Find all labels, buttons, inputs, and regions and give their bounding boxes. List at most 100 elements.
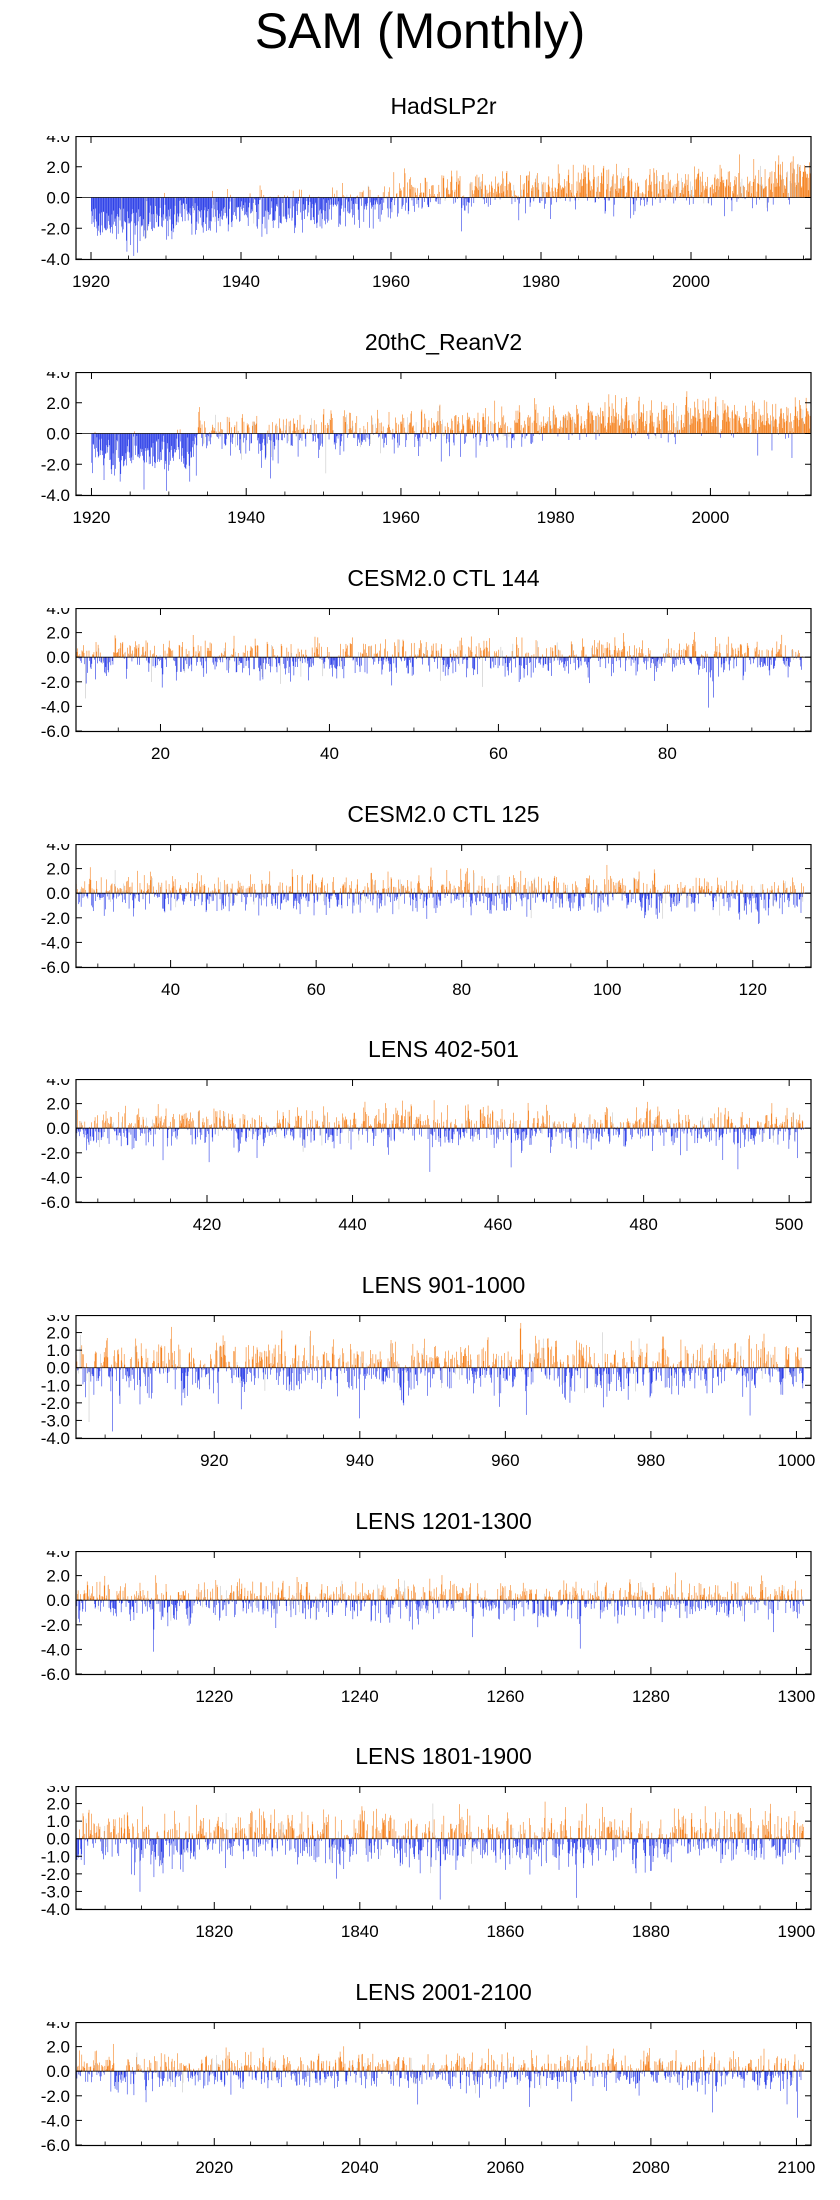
bar (348, 893, 350, 899)
bar (455, 657, 457, 672)
bar (138, 433, 140, 455)
bar (249, 657, 250, 676)
bar (174, 197, 176, 206)
bar (94, 431, 96, 434)
bar (431, 427, 433, 434)
bar (461, 197, 463, 208)
bar (687, 410, 688, 434)
bar (312, 433, 314, 442)
bar (619, 650, 621, 658)
bar (556, 428, 558, 434)
bar (192, 197, 194, 209)
bar (462, 415, 463, 434)
bar (495, 893, 497, 897)
bar (80, 1128, 81, 1132)
bar (360, 197, 361, 199)
bar (445, 893, 446, 895)
bar (248, 197, 250, 208)
bar (214, 430, 216, 434)
bar (299, 651, 300, 658)
bar (265, 657, 267, 670)
bar (506, 893, 508, 903)
bar (763, 189, 765, 198)
bar (443, 884, 445, 894)
bar (755, 893, 757, 910)
bar (510, 427, 512, 434)
bar (696, 421, 698, 434)
bar (409, 189, 411, 198)
bar (402, 197, 404, 205)
bar (529, 657, 531, 663)
bar (388, 888, 389, 894)
bar (89, 1126, 90, 1129)
bar (206, 197, 207, 231)
bar (546, 192, 547, 198)
bar (399, 183, 400, 198)
bar (183, 893, 185, 902)
bar (674, 433, 676, 445)
bar (678, 429, 680, 434)
bar (119, 197, 121, 221)
bar (120, 642, 121, 658)
bar (777, 651, 779, 658)
bar (480, 433, 482, 439)
bar (170, 1121, 171, 1129)
bar (607, 422, 608, 434)
bar (309, 657, 310, 668)
bar (153, 653, 155, 658)
bar (448, 881, 450, 894)
bar (573, 432, 574, 434)
bar (742, 432, 744, 434)
bar (681, 890, 683, 894)
bar (573, 650, 574, 658)
bar (325, 893, 327, 915)
bar (801, 893, 803, 898)
bar (749, 893, 750, 905)
bar (627, 893, 629, 903)
bar (734, 176, 736, 198)
bar (291, 197, 293, 221)
bar (558, 657, 560, 665)
bar (426, 181, 428, 198)
bar (264, 433, 266, 460)
bar (794, 657, 795, 659)
bar (429, 194, 431, 198)
bar (741, 645, 742, 658)
bar (174, 433, 176, 453)
bar (523, 427, 525, 434)
bar (360, 433, 361, 448)
bar (174, 197, 175, 215)
bar (492, 657, 493, 662)
bar (83, 1128, 84, 1135)
bar (474, 190, 475, 198)
bar (726, 412, 728, 434)
bar (164, 893, 166, 913)
bar (521, 195, 523, 198)
bar (493, 893, 495, 906)
bar (241, 197, 242, 202)
bar (228, 417, 230, 434)
bar (547, 657, 549, 671)
bar (438, 893, 439, 897)
bar (729, 186, 731, 198)
bar (439, 191, 440, 198)
bar (463, 425, 465, 434)
bar (418, 197, 420, 208)
bar (137, 1120, 139, 1129)
bar (386, 657, 388, 659)
bar (527, 657, 528, 676)
bar (225, 1126, 226, 1129)
bar (233, 893, 234, 906)
bar (647, 433, 648, 436)
bar (219, 197, 220, 214)
bar (671, 893, 673, 898)
bar (163, 433, 165, 442)
bar (132, 197, 134, 213)
bar (334, 893, 336, 896)
bar (732, 191, 733, 198)
bar (339, 433, 340, 435)
bar (473, 872, 475, 894)
bar (341, 197, 342, 209)
bar (146, 433, 148, 451)
bar (211, 893, 212, 898)
